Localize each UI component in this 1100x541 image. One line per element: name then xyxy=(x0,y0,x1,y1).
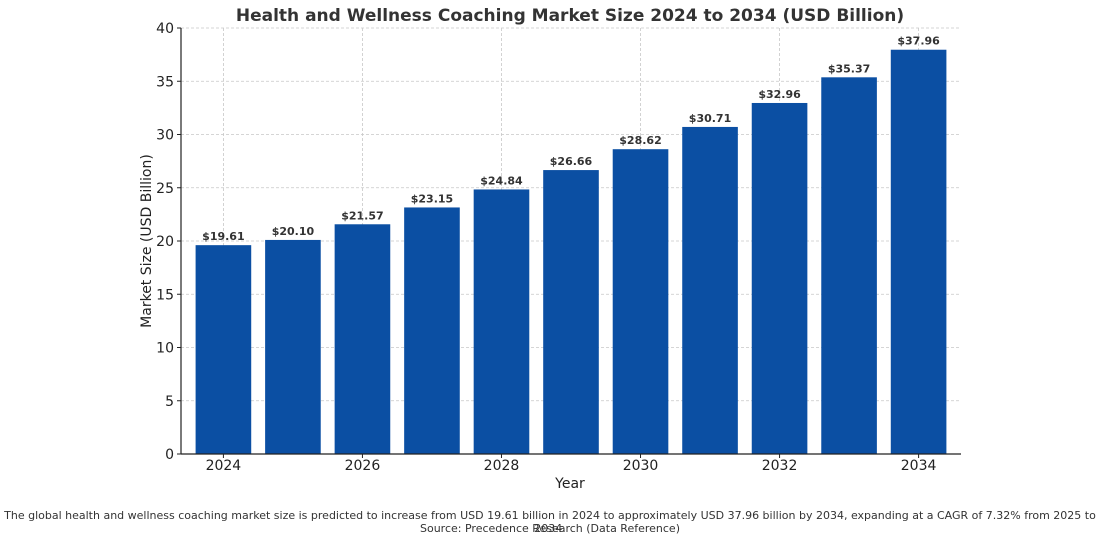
y-axis-label: Market Size (USD Billion) xyxy=(139,154,155,328)
bars xyxy=(195,49,947,455)
x-tick-label: 2024 xyxy=(206,458,242,474)
y-tick-label: 20 xyxy=(156,234,174,250)
x-tick-label: 2032 xyxy=(762,458,798,474)
x-tick-label: 2030 xyxy=(623,458,659,474)
bar-data-label: $21.57 xyxy=(341,209,383,222)
bar-data-label: $28.62 xyxy=(619,134,661,147)
bar xyxy=(821,77,877,454)
bar-data-label: $37.96 xyxy=(897,35,940,48)
bar-data-label: $26.66 xyxy=(550,155,593,168)
axes: 0 5 10 15 20 25 30 35 40 2024 2026 2028 2030 2032 2034 xyxy=(156,21,961,474)
bar xyxy=(265,239,321,454)
bar xyxy=(334,224,391,454)
bar xyxy=(751,102,808,454)
y-tick-label: 15 xyxy=(156,287,174,303)
bar-data-label: $35.37 xyxy=(828,62,870,75)
y-tick-label: 0 xyxy=(165,447,174,463)
chart-title: Health and Wellness Coaching Market Size… xyxy=(236,6,904,26)
x-tick-label: 2026 xyxy=(345,458,381,474)
bar xyxy=(543,170,599,455)
y-tick-label: 5 xyxy=(165,394,174,410)
bar-data-label: $20.10 xyxy=(272,225,315,238)
y-tick-label: 35 xyxy=(156,74,174,90)
bar xyxy=(404,207,460,454)
bar-data-label: $24.84 xyxy=(480,174,523,187)
bar xyxy=(195,245,252,454)
bar xyxy=(473,189,530,455)
bar-data-label: $32.96 xyxy=(758,88,801,101)
bar-data-label: $23.15 xyxy=(411,192,453,205)
y-tick-label: 10 xyxy=(156,341,174,357)
y-tick-label: 30 xyxy=(156,128,174,144)
data-labels: $19.61 $20.10 $21.57 $23.15 $24.84 $26.66 $28.… xyxy=(202,35,940,243)
bar xyxy=(612,149,669,454)
chart-source: Source: Precedence Research (Data Refere… xyxy=(419,522,680,535)
x-tick-label: 2034 xyxy=(901,458,937,474)
bar-data-label: $19.61 xyxy=(202,230,244,243)
bar-chart: Health and Wellness Coaching Market Size… xyxy=(139,6,961,492)
bar xyxy=(682,126,738,454)
bar xyxy=(890,49,947,454)
chart-description: The global health and wellness coaching … xyxy=(4,509,1096,535)
y-tick-label: 40 xyxy=(156,21,174,37)
y-tick-label: 25 xyxy=(156,181,174,197)
x-tick-label: 2028 xyxy=(484,458,520,474)
bar-data-label: $30.71 xyxy=(689,112,731,125)
x-axis-label: Year xyxy=(554,476,585,492)
